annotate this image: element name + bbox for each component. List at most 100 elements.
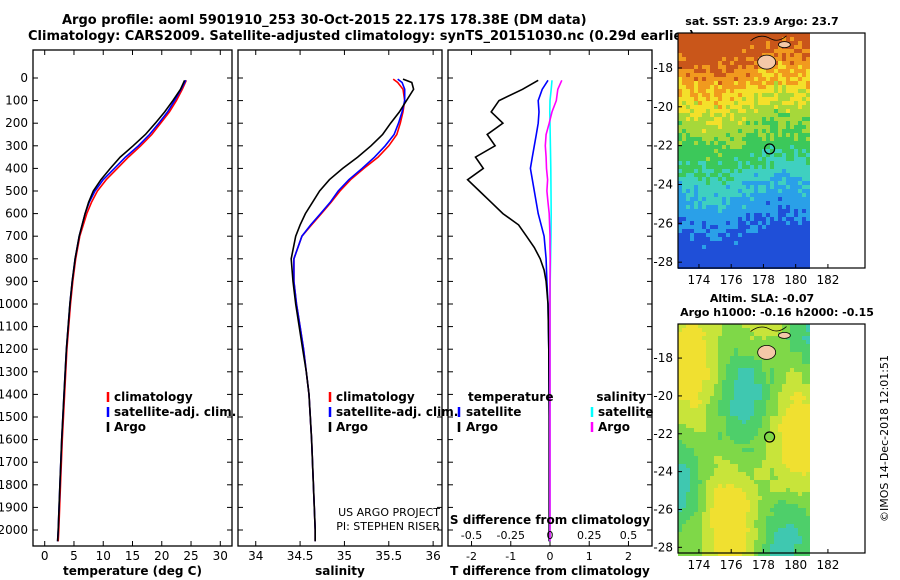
heatmap-cell [790,141,794,145]
heatmap-cell [714,548,718,552]
heatmap-cell [766,249,770,253]
heatmap-cell [778,109,782,113]
heatmap-cell [694,85,698,89]
heatmap-cell [758,113,762,117]
heatmap-cell [806,237,810,241]
heatmap-cell [746,129,750,133]
heatmap-cell [734,201,738,205]
heatmap-cell [754,368,758,372]
heatmap-cell [730,456,734,460]
heatmap-cell [722,332,726,336]
heatmap-cell [718,105,722,109]
heatmap-cell [714,249,718,253]
legend-label: satellite-adj. clim. [336,405,458,419]
heatmap-cell [722,157,726,161]
heatmap-cell [702,185,706,189]
heatmap-cell [754,424,758,428]
heatmap-cell [794,93,798,97]
heatmap-cell [734,45,738,49]
heatmap-cell [758,360,762,364]
heatmap-cell [730,376,734,380]
heatmap-cell [806,37,810,41]
heatmap-cell [802,408,806,412]
heatmap-cell [778,257,782,261]
heatmap-cell [742,173,746,177]
heatmap-cell [678,376,682,380]
heatmap-cell [726,189,730,193]
heatmap-cell [762,161,766,165]
heatmap-cell [742,141,746,145]
heatmap-cell [786,396,790,400]
heatmap-cell [794,237,798,241]
heatmap-cell [806,45,810,49]
heatmap-cell [742,145,746,149]
heatmap-cell [754,536,758,540]
heatmap-cell [690,536,694,540]
heatmap-cell [774,460,778,464]
heatmap-cell [750,49,754,53]
heatmap-cell [778,105,782,109]
heatmap-cell [678,177,682,181]
heatmap-cell [734,504,738,508]
heatmap-cell [738,420,742,424]
heatmap-cell [798,484,802,488]
heatmap-cell [758,41,762,45]
heatmap-cell [718,416,722,420]
heatmap-cell [742,524,746,528]
heatmap-cell [686,189,690,193]
heatmap-cell [770,233,774,237]
heatmap-cell [730,520,734,524]
heatmap-cell [798,500,802,504]
heatmap-cell [682,241,686,245]
heatmap-cell [770,89,774,93]
heatmap-cell [678,45,682,49]
heatmap-cell [722,356,726,360]
heatmap-cell [778,81,782,85]
heatmap-cell [790,432,794,436]
heatmap-cell [730,217,734,221]
heatmap-cell [710,372,714,376]
heatmap-cell [722,217,726,221]
heatmap-cell [734,221,738,225]
heatmap-cell [778,53,782,57]
heatmap-cell [694,500,698,504]
heatmap-cell [718,201,722,205]
heatmap-cell [738,65,742,69]
heatmap-cell [750,512,754,516]
heatmap-cell [710,496,714,500]
heatmap-cell [694,177,698,181]
heatmap-cell [682,53,686,57]
heatmap-cell [678,217,682,221]
heatmap-cell [706,237,710,241]
heatmap-cell [762,528,766,532]
heatmap-cell [698,117,702,121]
heatmap-cell [770,245,774,249]
heatmap-cell [718,364,722,368]
heatmap-cell [790,492,794,496]
heatmap-cell [802,205,806,209]
heatmap-cell [746,544,750,548]
heatmap-cell [790,197,794,201]
heatmap-cell [742,508,746,512]
heatmap-cell [730,452,734,456]
heatmap-cell [774,544,778,548]
heatmap-cell [690,53,694,57]
heatmap-cell [734,532,738,536]
heatmap-cell [750,213,754,217]
heatmap-cell [746,412,750,416]
heatmap-cell [754,344,758,348]
heatmap-cell [746,552,750,556]
heatmap-cell [726,516,730,520]
heatmap-cell [678,344,682,348]
heatmap-cell [714,97,718,101]
heatmap-cell [806,197,810,201]
heatmap-cell [778,532,782,536]
heatmap-cell [746,205,750,209]
heatmap-cell [718,388,722,392]
legend-label: Argo [114,420,146,434]
heatmap-cell [770,536,774,540]
heatmap-cell [702,504,706,508]
heatmap-cell [718,189,722,193]
heatmap-cell [682,500,686,504]
heatmap-cell [730,492,734,496]
